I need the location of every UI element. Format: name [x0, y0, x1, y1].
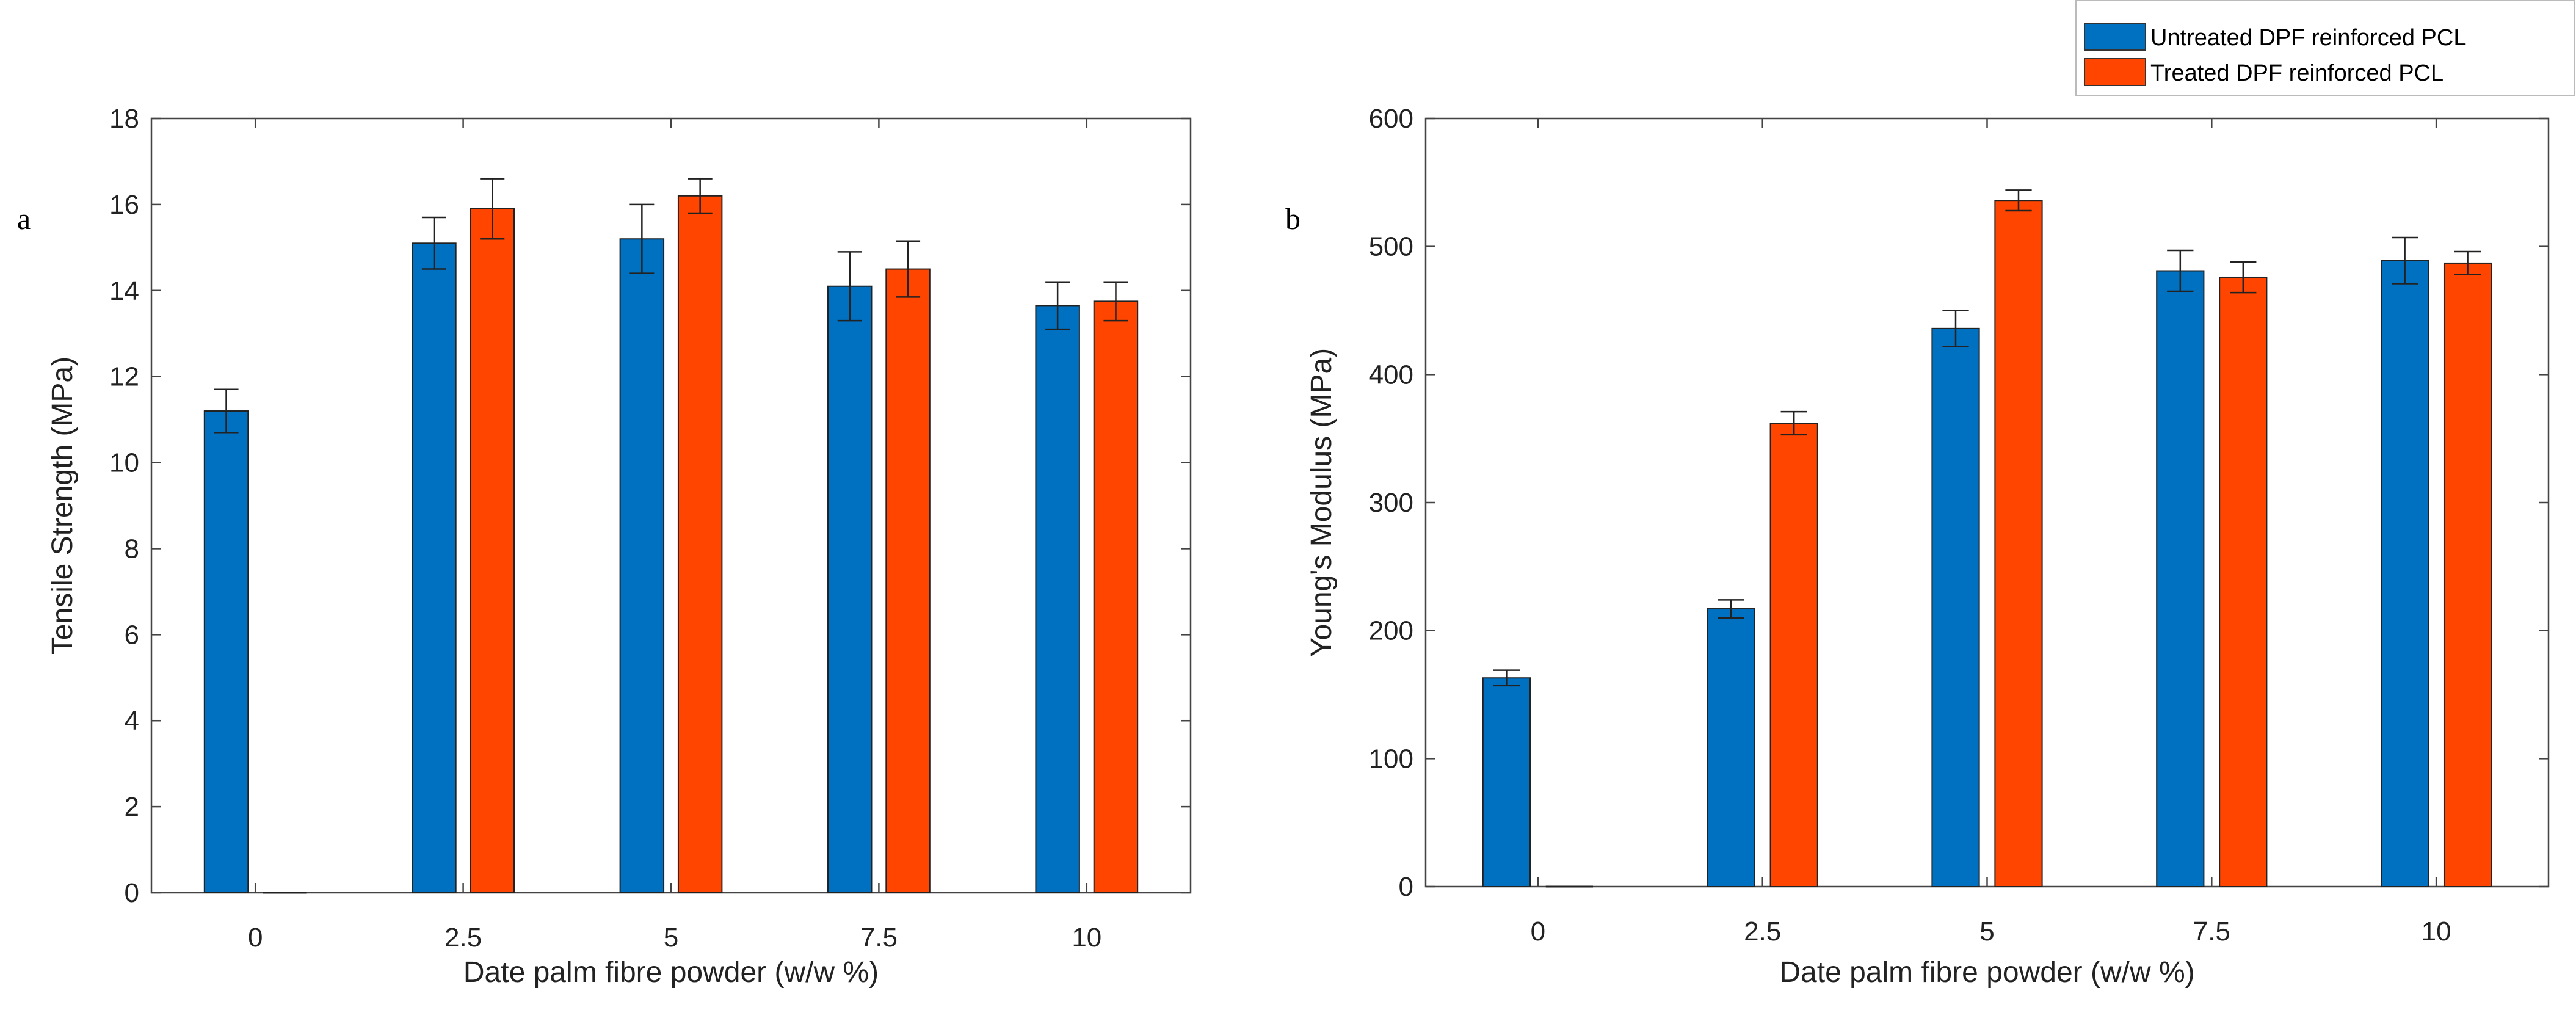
legend-label-untreated: Untreated DPF reinforced PCL	[2150, 25, 2466, 51]
y-tick-label: 0	[1399, 872, 1413, 902]
x-axis-label: Date palm fibre powder (w/w %)	[1779, 956, 2194, 989]
bar-treated	[1994, 200, 2043, 888]
chart-panel-a: 0 2 4 6 8 10 12 14 16 18 0 2.5 5 7.5 10 Date palm fibre…	[17, 104, 1192, 989]
legend-swatch-untreated	[2084, 23, 2146, 51]
x-tick-label: 10	[1072, 923, 1101, 953]
y-tick-label: 10	[109, 448, 139, 478]
y-tick-label: 400	[1369, 360, 1413, 390]
y-axis-label: Young's Modulus (MPa)	[1305, 348, 1338, 657]
legend: Untreated DPF reinforced PCL Treated DPF…	[2075, 0, 2575, 96]
bar-untreated	[1035, 305, 1080, 893]
x-axis-label: Date palm fibre powder (w/w %)	[463, 956, 879, 989]
bar-treated	[1093, 300, 1139, 893]
legend-swatch-treated	[2084, 58, 2146, 86]
bar-untreated	[1931, 327, 1980, 887]
y-tick-label: 500	[1369, 232, 1413, 262]
x-tick-label: 0	[1531, 917, 1545, 946]
bar-untreated	[412, 242, 457, 893]
x-tick-label: 7.5	[2193, 917, 2230, 946]
panel-label: b	[1285, 202, 1301, 236]
y-tick-label: 6	[125, 620, 139, 650]
bar-untreated	[203, 410, 249, 893]
y-tick-label: 16	[109, 190, 139, 220]
plot-frame	[150, 117, 1192, 894]
y-tick-label: 18	[109, 104, 139, 134]
bar-untreated	[2156, 270, 2205, 887]
bar-treated	[470, 208, 515, 893]
bar-treated	[2443, 262, 2492, 887]
x-tick-label: 7.5	[860, 923, 898, 953]
x-tick-label: 2.5	[1744, 917, 1781, 946]
x-tick-label: 0	[248, 923, 263, 953]
y-tick-label: 600	[1369, 104, 1413, 134]
y-tick-label: 4	[125, 706, 139, 736]
bar-treated	[1769, 423, 1818, 887]
y-tick-label: 14	[109, 276, 139, 306]
x-tick-label: 2.5	[444, 923, 482, 953]
bar-untreated	[827, 285, 873, 893]
legend-label-treated: Treated DPF reinforced PCL	[2150, 60, 2444, 86]
plot-frame	[1424, 117, 2550, 888]
bar-untreated	[1482, 677, 1531, 887]
y-tick-label: 0	[125, 878, 139, 908]
bar-treated	[677, 195, 723, 893]
y-tick-label: 2	[125, 792, 139, 822]
legend-box	[2075, 0, 2575, 96]
x-tick-label: 5	[664, 923, 678, 953]
y-tick-label: 12	[109, 362, 139, 392]
x-tick-label: 5	[1979, 917, 1994, 946]
y-tick-label: 8	[125, 534, 139, 564]
y-tick-label: 100	[1369, 744, 1413, 774]
y-tick-label: 200	[1369, 616, 1413, 646]
panel-label: a	[17, 202, 31, 236]
bar-treated	[885, 268, 931, 893]
bar-untreated	[1707, 608, 1755, 887]
bar-treated	[2219, 276, 2268, 887]
y-axis-label: Tensile Strength (MPa)	[46, 357, 79, 655]
y-tick-label: 300	[1369, 488, 1413, 518]
x-tick-label: 10	[2422, 917, 2451, 946]
bar-untreated	[2380, 260, 2429, 888]
chart-panel-b: 0 100 200 300 400 500 600 0 2.5 5 7.5 10 Date palm f…	[1285, 104, 2550, 989]
bar-untreated	[619, 238, 665, 894]
